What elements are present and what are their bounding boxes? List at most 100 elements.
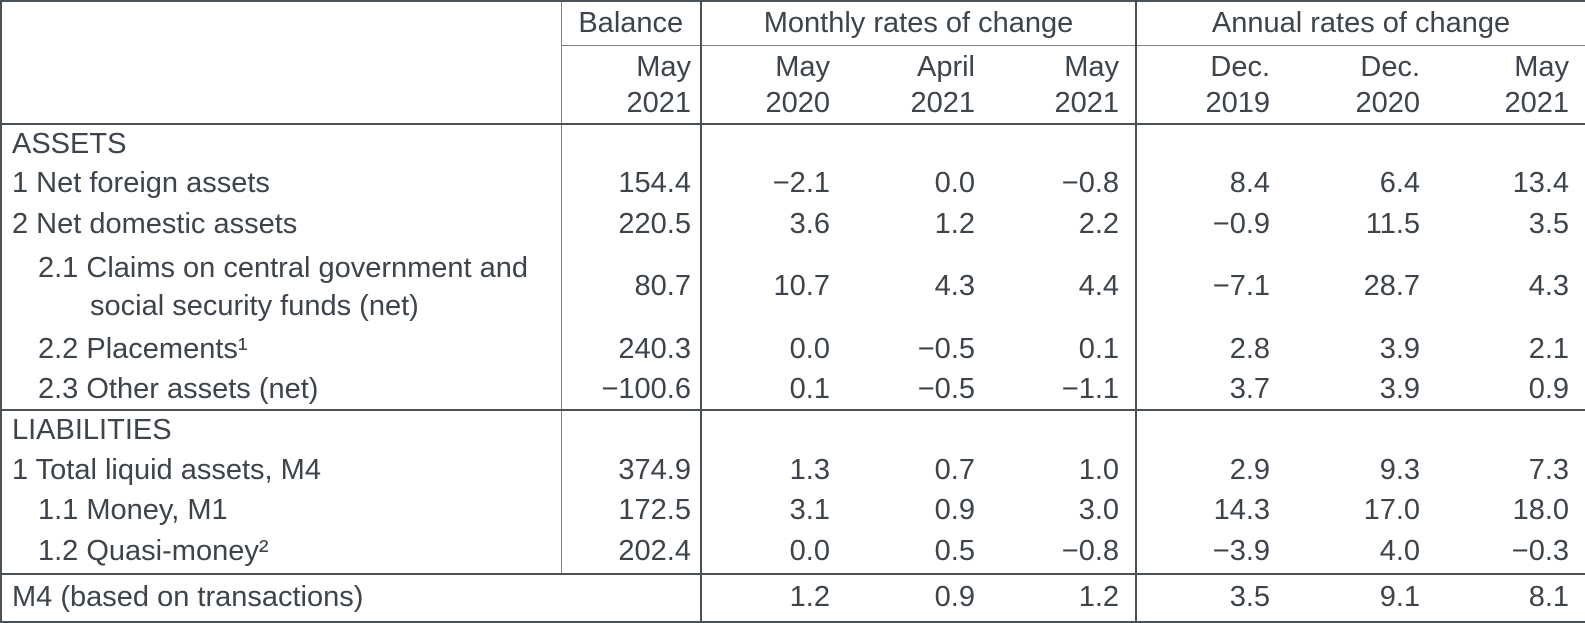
corner-cell (1, 1, 562, 125)
date-line-month: May (1064, 51, 1120, 84)
rate-cell: 17.0 (1363, 493, 1421, 526)
row-label: 2.3 Other assets (net) (1, 369, 562, 411)
row-label: 2.1 Claims on central government and soc… (1, 244, 562, 330)
rate-cell: 8.4 (1229, 167, 1271, 200)
rate-cell: 1.2 (991, 573, 1138, 622)
rate-cell: 4.0 (1286, 530, 1437, 575)
date-line-year: 2021 (626, 87, 691, 120)
rate-cell: −0.9 (1212, 207, 1271, 240)
annual-group-header: Annual rates of change (1136, 1, 1585, 46)
date-line-month: May (636, 51, 691, 84)
balance-cell: 154.4 (561, 163, 702, 204)
date-header-balance-may-2021: May 2021 (561, 45, 702, 125)
date-line-year: 2021 (1504, 87, 1570, 120)
rate-cell: 0.0 (934, 167, 975, 200)
date-line-year: 2021 (910, 87, 975, 120)
balance-cell: 80.7 (561, 244, 702, 330)
rate-cell: −0.5 (917, 333, 975, 366)
rate-cell: 0.7 (934, 453, 975, 486)
date-header-april-2021: April 2021 (846, 45, 991, 125)
rate-cell: 1.3 (789, 453, 830, 486)
table-row-total-liquid-assets-m4: 1 Total liquid assets, M4 374.9 1.3 0.7 … (1, 450, 1585, 491)
rate-cell: 4.4 (991, 244, 1138, 330)
row-label: M4 (based on transactions) (1, 573, 702, 622)
rate-cell (1436, 124, 1585, 164)
rate-cell: 0.9 (1436, 369, 1585, 411)
section-label: ASSETS (1, 123, 562, 164)
balance-cell (561, 123, 702, 164)
date-line-year: 2021 (1054, 87, 1120, 120)
rate-cell (701, 124, 846, 164)
rate-cell: 11.5 (1365, 207, 1421, 240)
date-line-year: 2019 (1205, 87, 1271, 120)
rate-cell: 0.9 (934, 493, 975, 526)
date-header-annual-may-2021: May 2021 (1436, 45, 1585, 125)
section-row-assets: ASSETS (1, 123, 1585, 164)
rate-cell (991, 123, 1138, 164)
monthly-group-header: Monthly rates of change (701, 1, 1138, 46)
rate-cell: 2.2 (991, 203, 1138, 245)
date-line-month: May (775, 51, 830, 84)
rate-cell: 3.6 (789, 207, 830, 240)
rate-cell: 2.8 (1229, 333, 1271, 366)
rate-cell: 9.3 (1379, 453, 1421, 486)
table-row-quasi-money: 1.2 Quasi-money² 202.4 0.0 0.5 −0.8 −3.9… (1, 530, 1585, 575)
rate-cell: 8.1 (1528, 581, 1570, 614)
date-header-may-2020: May 2020 (701, 45, 846, 125)
rate-cell (846, 410, 991, 450)
rate-cell: 0.0 (701, 530, 846, 575)
rate-cell: −0.3 (1436, 530, 1585, 575)
rate-cell: −0.5 (846, 369, 991, 411)
table-row-net-domestic-assets: 2 Net domestic assets 220.5 3.6 1.2 2.2 … (1, 203, 1585, 245)
balance-cell: 220.5 (561, 203, 702, 245)
rate-cell (846, 124, 991, 164)
date-line-year: 2020 (1355, 87, 1421, 120)
row-label-line-1: 2.1 Claims on central government and (38, 251, 529, 284)
rate-cell: −1.1 (991, 369, 1138, 411)
date-line-month: May (1514, 51, 1570, 84)
rate-cell: −0.8 (991, 163, 1138, 204)
rate-cell: 10.7 (773, 270, 830, 303)
date-line-month: Dec. (1210, 51, 1271, 84)
rate-cell: 9.1 (1379, 581, 1421, 614)
rate-cell: 3.7 (1136, 369, 1287, 411)
rate-cell: 0.9 (934, 581, 975, 614)
rate-cell: 3.5 (1528, 207, 1570, 240)
row-label: 2 Net domestic assets (1, 203, 562, 245)
row-label: 1 Net foreign assets (1, 163, 562, 204)
table-row-placements: 2.2 Placements¹ 240.3 0.0 −0.5 0.1 2.8 3… (1, 329, 1585, 370)
rate-cell: 13.4 (1512, 167, 1570, 200)
rate-cell: −7.1 (1212, 270, 1271, 303)
rate-cell: 3.0 (991, 490, 1138, 531)
rate-cell: 4.3 (1528, 270, 1570, 303)
rate-cell: 0.1 (701, 369, 846, 411)
rate-cell (1436, 410, 1585, 450)
rate-cell: 3.9 (1286, 369, 1437, 411)
rate-cell: 2.1 (1528, 333, 1570, 366)
rate-cell: −0.8 (991, 530, 1138, 575)
table-row-m4-based-on-transactions: M4 (based on transactions) 1.2 0.9 1.2 3… (1, 573, 1585, 622)
rate-cell (1286, 410, 1436, 450)
rate-cell (701, 410, 846, 450)
rate-cell: 1.2 (789, 581, 830, 614)
rate-cell: 4.3 (934, 270, 975, 303)
table-row-money-m1: 1.1 Money, M1 172.5 3.1 0.9 3.0 14.3 17.… (1, 490, 1585, 531)
rate-cell: 28.7 (1363, 270, 1421, 303)
date-header-monthly-may-2021: May 2021 (991, 45, 1138, 125)
balance-cell (561, 409, 702, 451)
rate-cell (1136, 124, 1286, 164)
balance-cell: 374.9 (561, 450, 702, 491)
row-label: 2.2 Placements¹ (1, 329, 562, 370)
rate-cell: 1.2 (934, 207, 975, 240)
rate-cell: 1.0 (991, 450, 1138, 491)
section-label: LIABILITIES (1, 409, 562, 451)
rate-cell (1286, 124, 1436, 164)
balance-cell: 172.5 (561, 490, 702, 531)
date-header-dec-2020: Dec. 2020 (1286, 45, 1437, 125)
date-line-month: April (916, 51, 975, 84)
rate-cell: −3.9 (1136, 530, 1287, 575)
header-period-row: May 2021 May 2020 April 2021 May 2021 De… (1, 45, 1585, 125)
row-label-line-2: social security funds (net) (90, 289, 419, 322)
